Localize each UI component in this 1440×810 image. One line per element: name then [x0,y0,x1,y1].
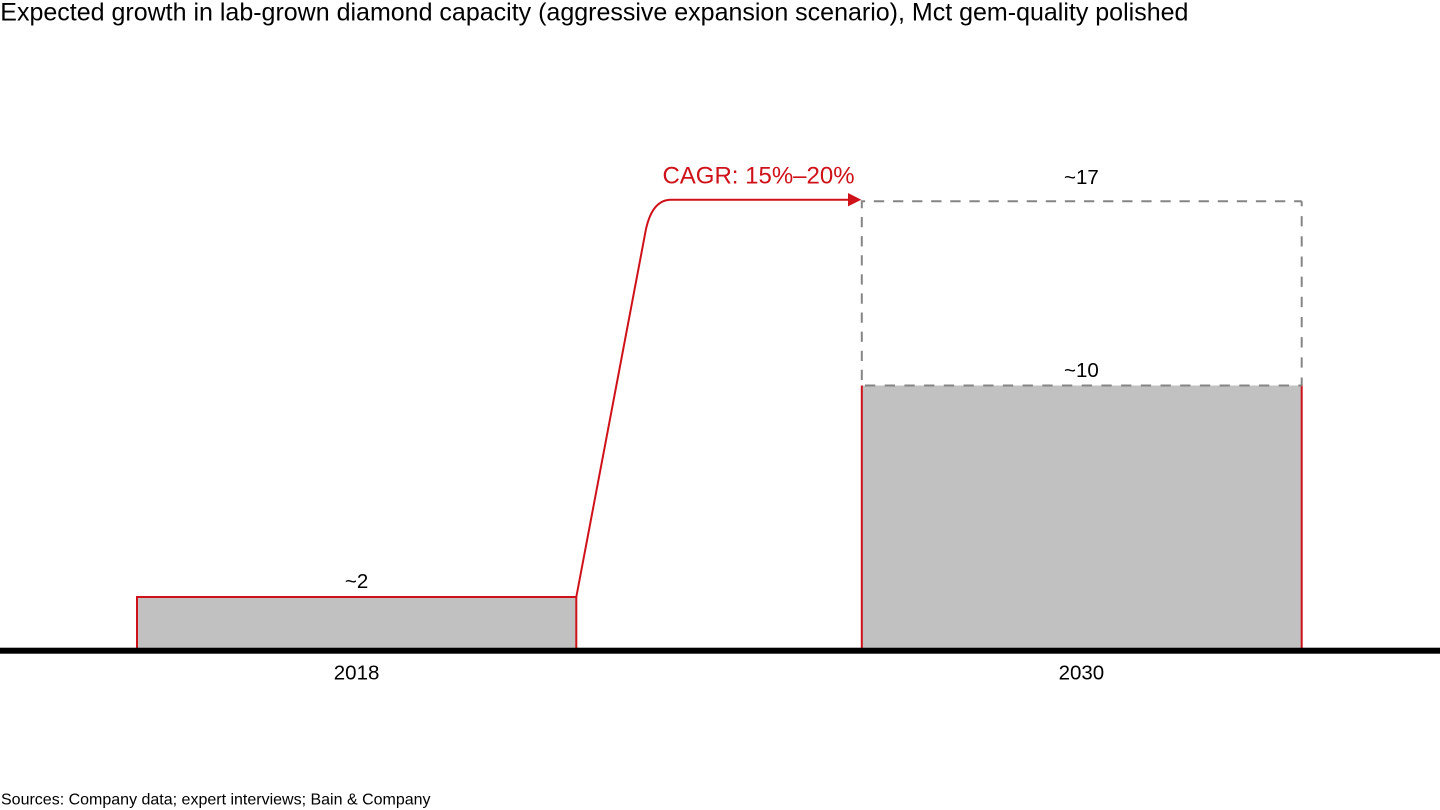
svg-text:~17: ~17 [1064,166,1099,189]
svg-text:Expected growth in lab-grown d: Expected growth in lab-grown diamond cap… [0,0,1188,27]
svg-text:2018: 2018 [334,661,380,684]
svg-text:Sources: Company data; expert: Sources: Company data; expert interviews… [1,792,431,809]
svg-text:2030: 2030 [1059,661,1105,684]
svg-text:CAGR: 15%–20%: CAGR: 15%–20% [662,162,854,189]
svg-text:~2: ~2 [345,570,368,593]
svg-text:~10: ~10 [1064,359,1099,382]
